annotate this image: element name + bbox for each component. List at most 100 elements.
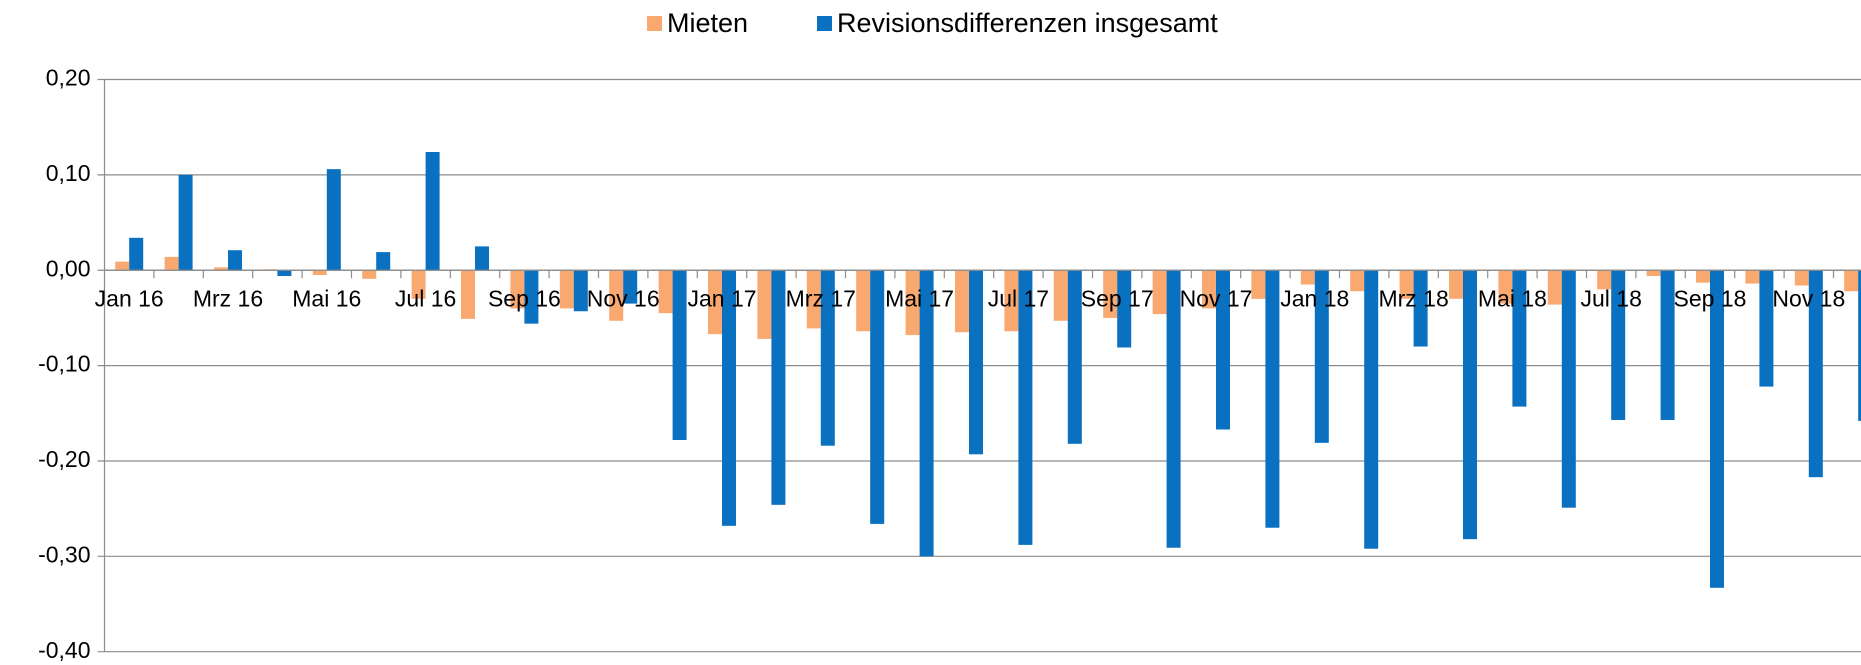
x-tick-label: Mai 16 (292, 285, 361, 311)
x-tick-label: Nov 18 (1772, 285, 1845, 311)
bar (1399, 270, 1414, 299)
bar (1646, 270, 1661, 276)
bar (1300, 270, 1315, 285)
bar (919, 270, 934, 557)
bar (1660, 270, 1675, 420)
bar (475, 246, 489, 271)
legend-swatch (817, 16, 832, 31)
bar (214, 267, 228, 271)
bar (1067, 270, 1082, 444)
bar (1696, 270, 1710, 283)
bar (1216, 270, 1230, 430)
bar (708, 270, 722, 335)
x-tick-label: Mrz 18 (1378, 285, 1448, 311)
bar (870, 270, 885, 524)
bar (115, 261, 130, 271)
bar (1413, 270, 1428, 347)
bar (1710, 270, 1724, 588)
bar (1597, 270, 1612, 290)
bar (326, 169, 341, 271)
bar (1265, 270, 1280, 528)
bar (376, 252, 391, 271)
bar (955, 270, 969, 333)
bar (609, 270, 624, 321)
bar (1745, 270, 1760, 284)
bar (524, 270, 539, 324)
x-tick-label: Sep 18 (1674, 285, 1747, 311)
x-tick-label: Jul 18 (1581, 285, 1642, 311)
bar (1004, 270, 1019, 332)
x-tick-label: Mrz 17 (786, 285, 856, 311)
x-tick-label: Mai 17 (885, 285, 954, 311)
bar (820, 270, 835, 446)
bar (312, 270, 327, 276)
y-tick-label: -0,30 (38, 541, 90, 567)
bar (1166, 270, 1181, 548)
bar (1117, 270, 1132, 348)
x-tick-label: Sep 17 (1081, 285, 1154, 311)
bar (164, 256, 179, 271)
bar (1858, 270, 1861, 421)
x-tick-label: Nov 17 (1180, 285, 1253, 311)
bar (425, 151, 440, 271)
y-tick-label: -0,20 (38, 446, 90, 472)
bar (228, 250, 242, 271)
x-tick-label: Jul 16 (395, 285, 456, 311)
bar (1759, 270, 1774, 387)
bar (559, 270, 574, 309)
bar (672, 270, 687, 440)
x-tick-label: Mrz 16 (193, 285, 263, 311)
bar (623, 270, 638, 304)
bar (1350, 270, 1365, 292)
bar (1251, 270, 1266, 299)
bar (806, 270, 821, 329)
bar (1808, 270, 1823, 478)
bar (1561, 270, 1576, 508)
bar (510, 270, 525, 309)
bar (1314, 270, 1329, 443)
bar (1498, 270, 1513, 304)
bar (905, 270, 920, 336)
bar (1794, 270, 1809, 286)
bar (757, 270, 772, 339)
bar (411, 270, 426, 299)
bar (1152, 270, 1167, 315)
bar (362, 270, 377, 279)
bar (1512, 270, 1527, 407)
bar (461, 270, 475, 319)
bar (1103, 270, 1118, 318)
bar (722, 270, 736, 526)
y-tick-label: 0,20 (46, 65, 91, 91)
x-tick-label: Jul 17 (988, 285, 1049, 311)
bar (1202, 270, 1216, 309)
bar (277, 270, 292, 276)
bar (1611, 270, 1626, 420)
bar (1364, 270, 1379, 549)
bar (573, 270, 588, 312)
x-tick-label: Jan 18 (1280, 285, 1349, 311)
x-tick-label: Jan 17 (687, 285, 756, 311)
y-tick-label: -0,10 (38, 351, 90, 377)
x-tick-label: Jan 16 (95, 285, 164, 311)
y-tick-label: -0,40 (38, 637, 90, 663)
bar (1449, 270, 1463, 299)
y-tick-label: 0,00 (46, 255, 91, 281)
bar (178, 174, 193, 271)
legend-label: Mieten (667, 8, 748, 38)
bar (129, 237, 144, 271)
x-tick-label: Nov 16 (587, 285, 660, 311)
bar (1018, 270, 1033, 545)
bar (1547, 270, 1562, 305)
y-tick-label: 0,10 (46, 160, 91, 186)
x-tick-label: Sep 16 (488, 285, 561, 311)
bar (969, 270, 983, 455)
bar (1844, 270, 1859, 292)
x-tick-label: Mai 18 (1478, 285, 1547, 311)
bar (771, 270, 786, 505)
bar (856, 270, 871, 332)
legend-swatch (647, 16, 662, 31)
bar (1463, 270, 1477, 540)
bar (658, 270, 673, 314)
